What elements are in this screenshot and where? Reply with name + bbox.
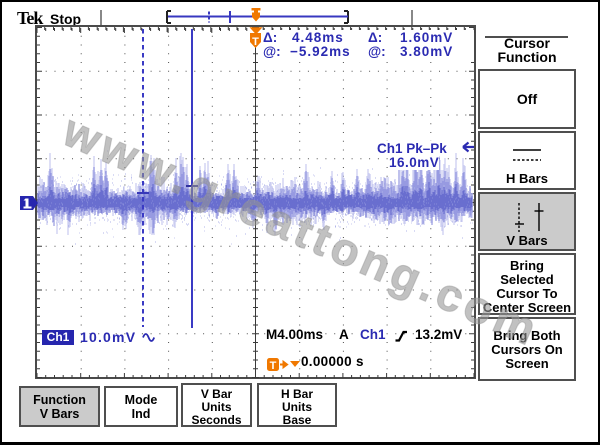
svg-text:T: T xyxy=(270,360,277,372)
svg-text:T: T xyxy=(252,36,259,48)
